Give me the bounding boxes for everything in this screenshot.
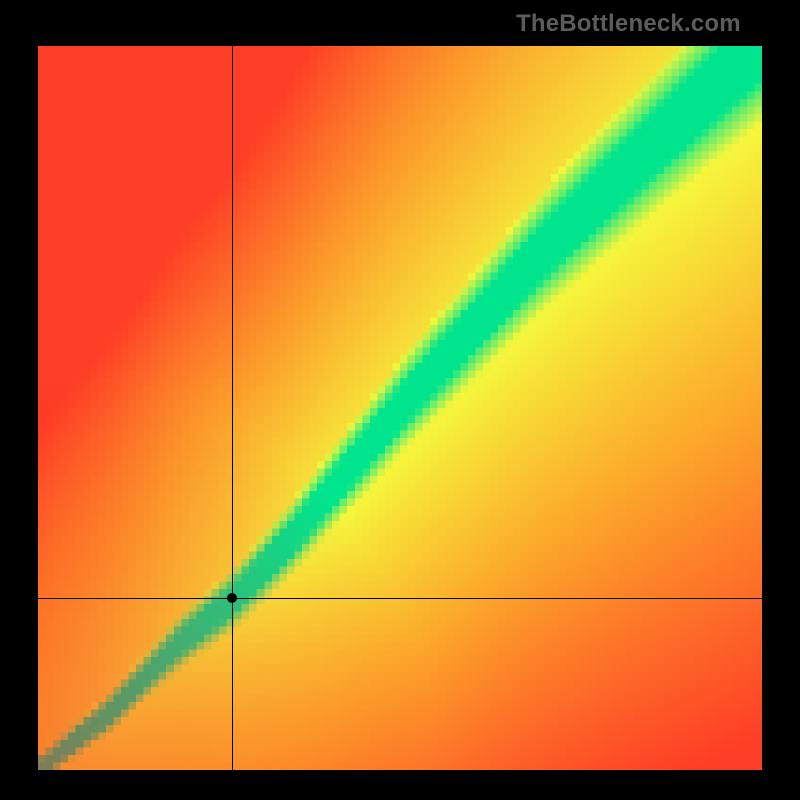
watermark-text: TheBottleneck.com — [516, 10, 741, 38]
frame-right — [762, 0, 800, 800]
frame-left — [0, 0, 38, 800]
frame-bottom — [0, 770, 800, 800]
crosshair-vertical — [232, 46, 233, 770]
heatmap-canvas — [38, 46, 762, 770]
crosshair-horizontal — [38, 598, 762, 599]
heatmap-plot — [38, 46, 762, 770]
crosshair-marker[interactable] — [227, 593, 237, 603]
